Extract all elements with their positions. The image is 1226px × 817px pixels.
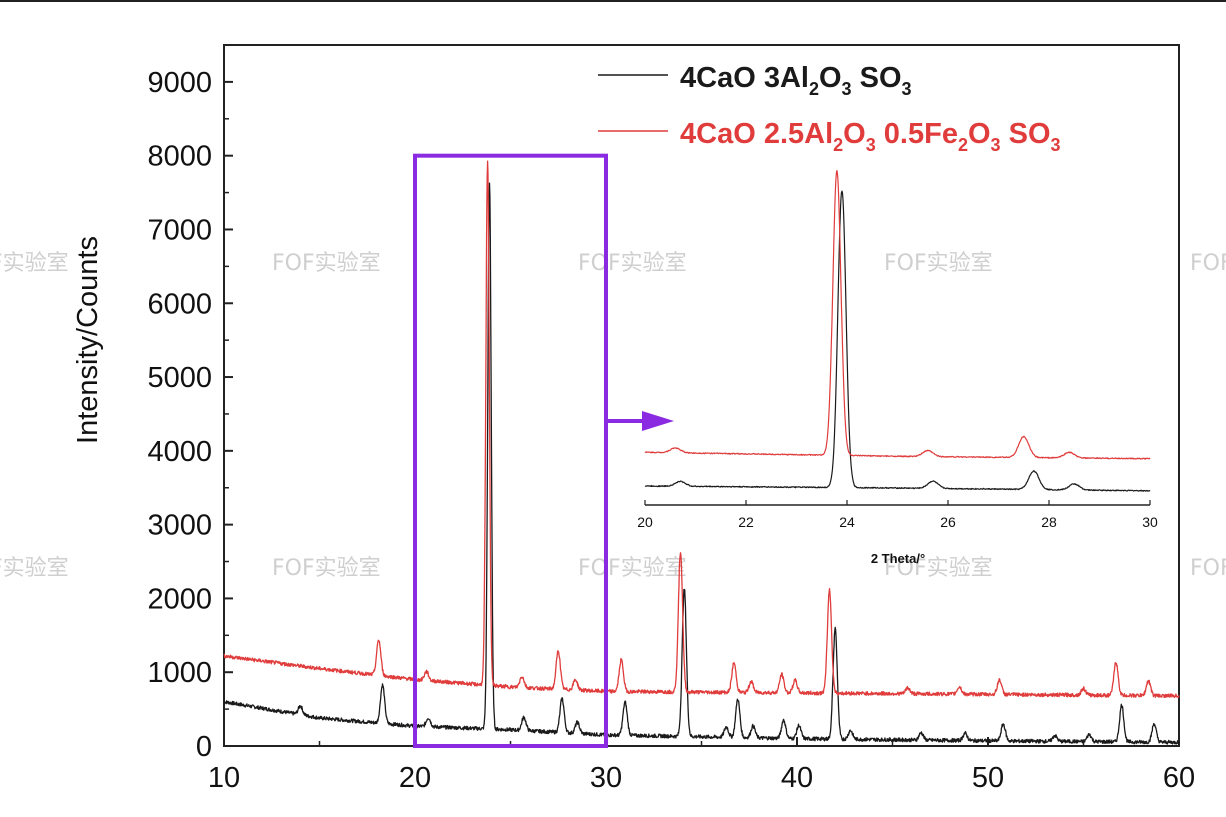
legend-subscript: 3 [842, 79, 852, 99]
watermark-text: FOF实验室 [578, 251, 687, 276]
y-tick-label: 4000 [147, 436, 212, 468]
inset-x-tick-label: 28 [1041, 514, 1057, 530]
watermark-text: FOF实验室 [0, 556, 69, 581]
y-tick-label: 1000 [147, 657, 212, 689]
y-axis: 0 1000 2000 3000 4000 5000 6000 7000 8000 9000 [147, 67, 233, 763]
series-line-black [223, 182, 1180, 745]
legend-subscript: 2 [809, 79, 819, 99]
highlight-box [413, 153, 608, 748]
legend-subscript: 3 [991, 135, 1001, 155]
inset-x-axis-title: 2 Theta/° [871, 551, 925, 566]
legend-label: 4CaO 2.5Al2O3 0.5Fe2O3 SO3 [680, 118, 1061, 155]
y-tick-label: 2000 [147, 583, 212, 615]
inset-series-line-black [644, 190, 1151, 492]
legend-text-part: 0.5Fe [876, 118, 958, 150]
x-tick-label: 60 [1163, 762, 1195, 794]
zoom-arrow-icon [606, 411, 674, 431]
y-tick-label: 5000 [147, 362, 212, 394]
legend-subscript: 2 [833, 135, 843, 155]
inset-plot: 20 22 24 26 28 30 2 Theta/° [637, 170, 1158, 566]
x-axis: 10 20 30 40 50 60 [208, 737, 1195, 794]
main-series-layer [223, 160, 1180, 745]
x-tick-label: 30 [590, 762, 622, 794]
watermark-text: FOF实验室 [0, 251, 69, 276]
inset-x-tick-label: 26 [940, 514, 956, 530]
legend-subscript: 2 [958, 135, 968, 155]
x-tick-label: 20 [399, 762, 431, 794]
x-tick-label: 50 [972, 762, 1004, 794]
y-tick-label: 7000 [147, 214, 212, 246]
legend-subscript: 3 [866, 135, 876, 155]
legend-text-part: O [843, 118, 866, 150]
inset-x-tick-label: 20 [637, 514, 653, 530]
watermark-text: FOF实验室 [272, 251, 381, 276]
legend-text-part: SO [1001, 118, 1051, 150]
y-tick-label: 9000 [147, 67, 212, 99]
inset-series-line-red [644, 170, 1151, 460]
series-line-red [223, 160, 1180, 699]
y-tick-label: 6000 [147, 288, 212, 320]
y-tick-label: 3000 [147, 510, 212, 542]
watermark-text: FOF实验室 [272, 556, 381, 581]
x-tick-label: 10 [208, 762, 240, 794]
y-tick-label: 0 [196, 731, 212, 763]
legend-text-part: 4CaO 2.5Al [680, 118, 833, 150]
inset-x-tick-label: 24 [839, 514, 855, 530]
legend-text-part: O [819, 62, 842, 94]
legend-text-part: 4CaO 3Al [680, 62, 809, 94]
x-tick-label: 40 [781, 762, 813, 794]
watermark-text: FOF实验室 [884, 251, 993, 276]
legend-label: 4CaO 3Al2O3 SO3 [680, 62, 912, 99]
legend-subscript: 3 [1051, 135, 1061, 155]
inset-x-tick-label: 30 [1142, 514, 1158, 530]
watermark-text: FOF实验室 [884, 556, 993, 581]
legend-text-part: SO [852, 62, 902, 94]
watermark-layer: FOF实验室 FOF实验室 FOF实验室 FOF实验室 FOF实验室 FOF实验室 FOF实… [0, 251, 1226, 581]
arrow-head [642, 411, 674, 431]
watermark-text: FOF实验室 [1190, 556, 1226, 581]
watermark-text: FOF实验室 [1190, 251, 1226, 276]
legend-subscript: 3 [902, 79, 912, 99]
watermark-text: FOF实验室 [578, 556, 687, 581]
y-axis-title: Intensity/Counts [72, 236, 104, 444]
inset-x-tick-label: 22 [738, 514, 754, 530]
y-tick-label: 8000 [147, 141, 212, 173]
legend-text-part: O [968, 118, 991, 150]
